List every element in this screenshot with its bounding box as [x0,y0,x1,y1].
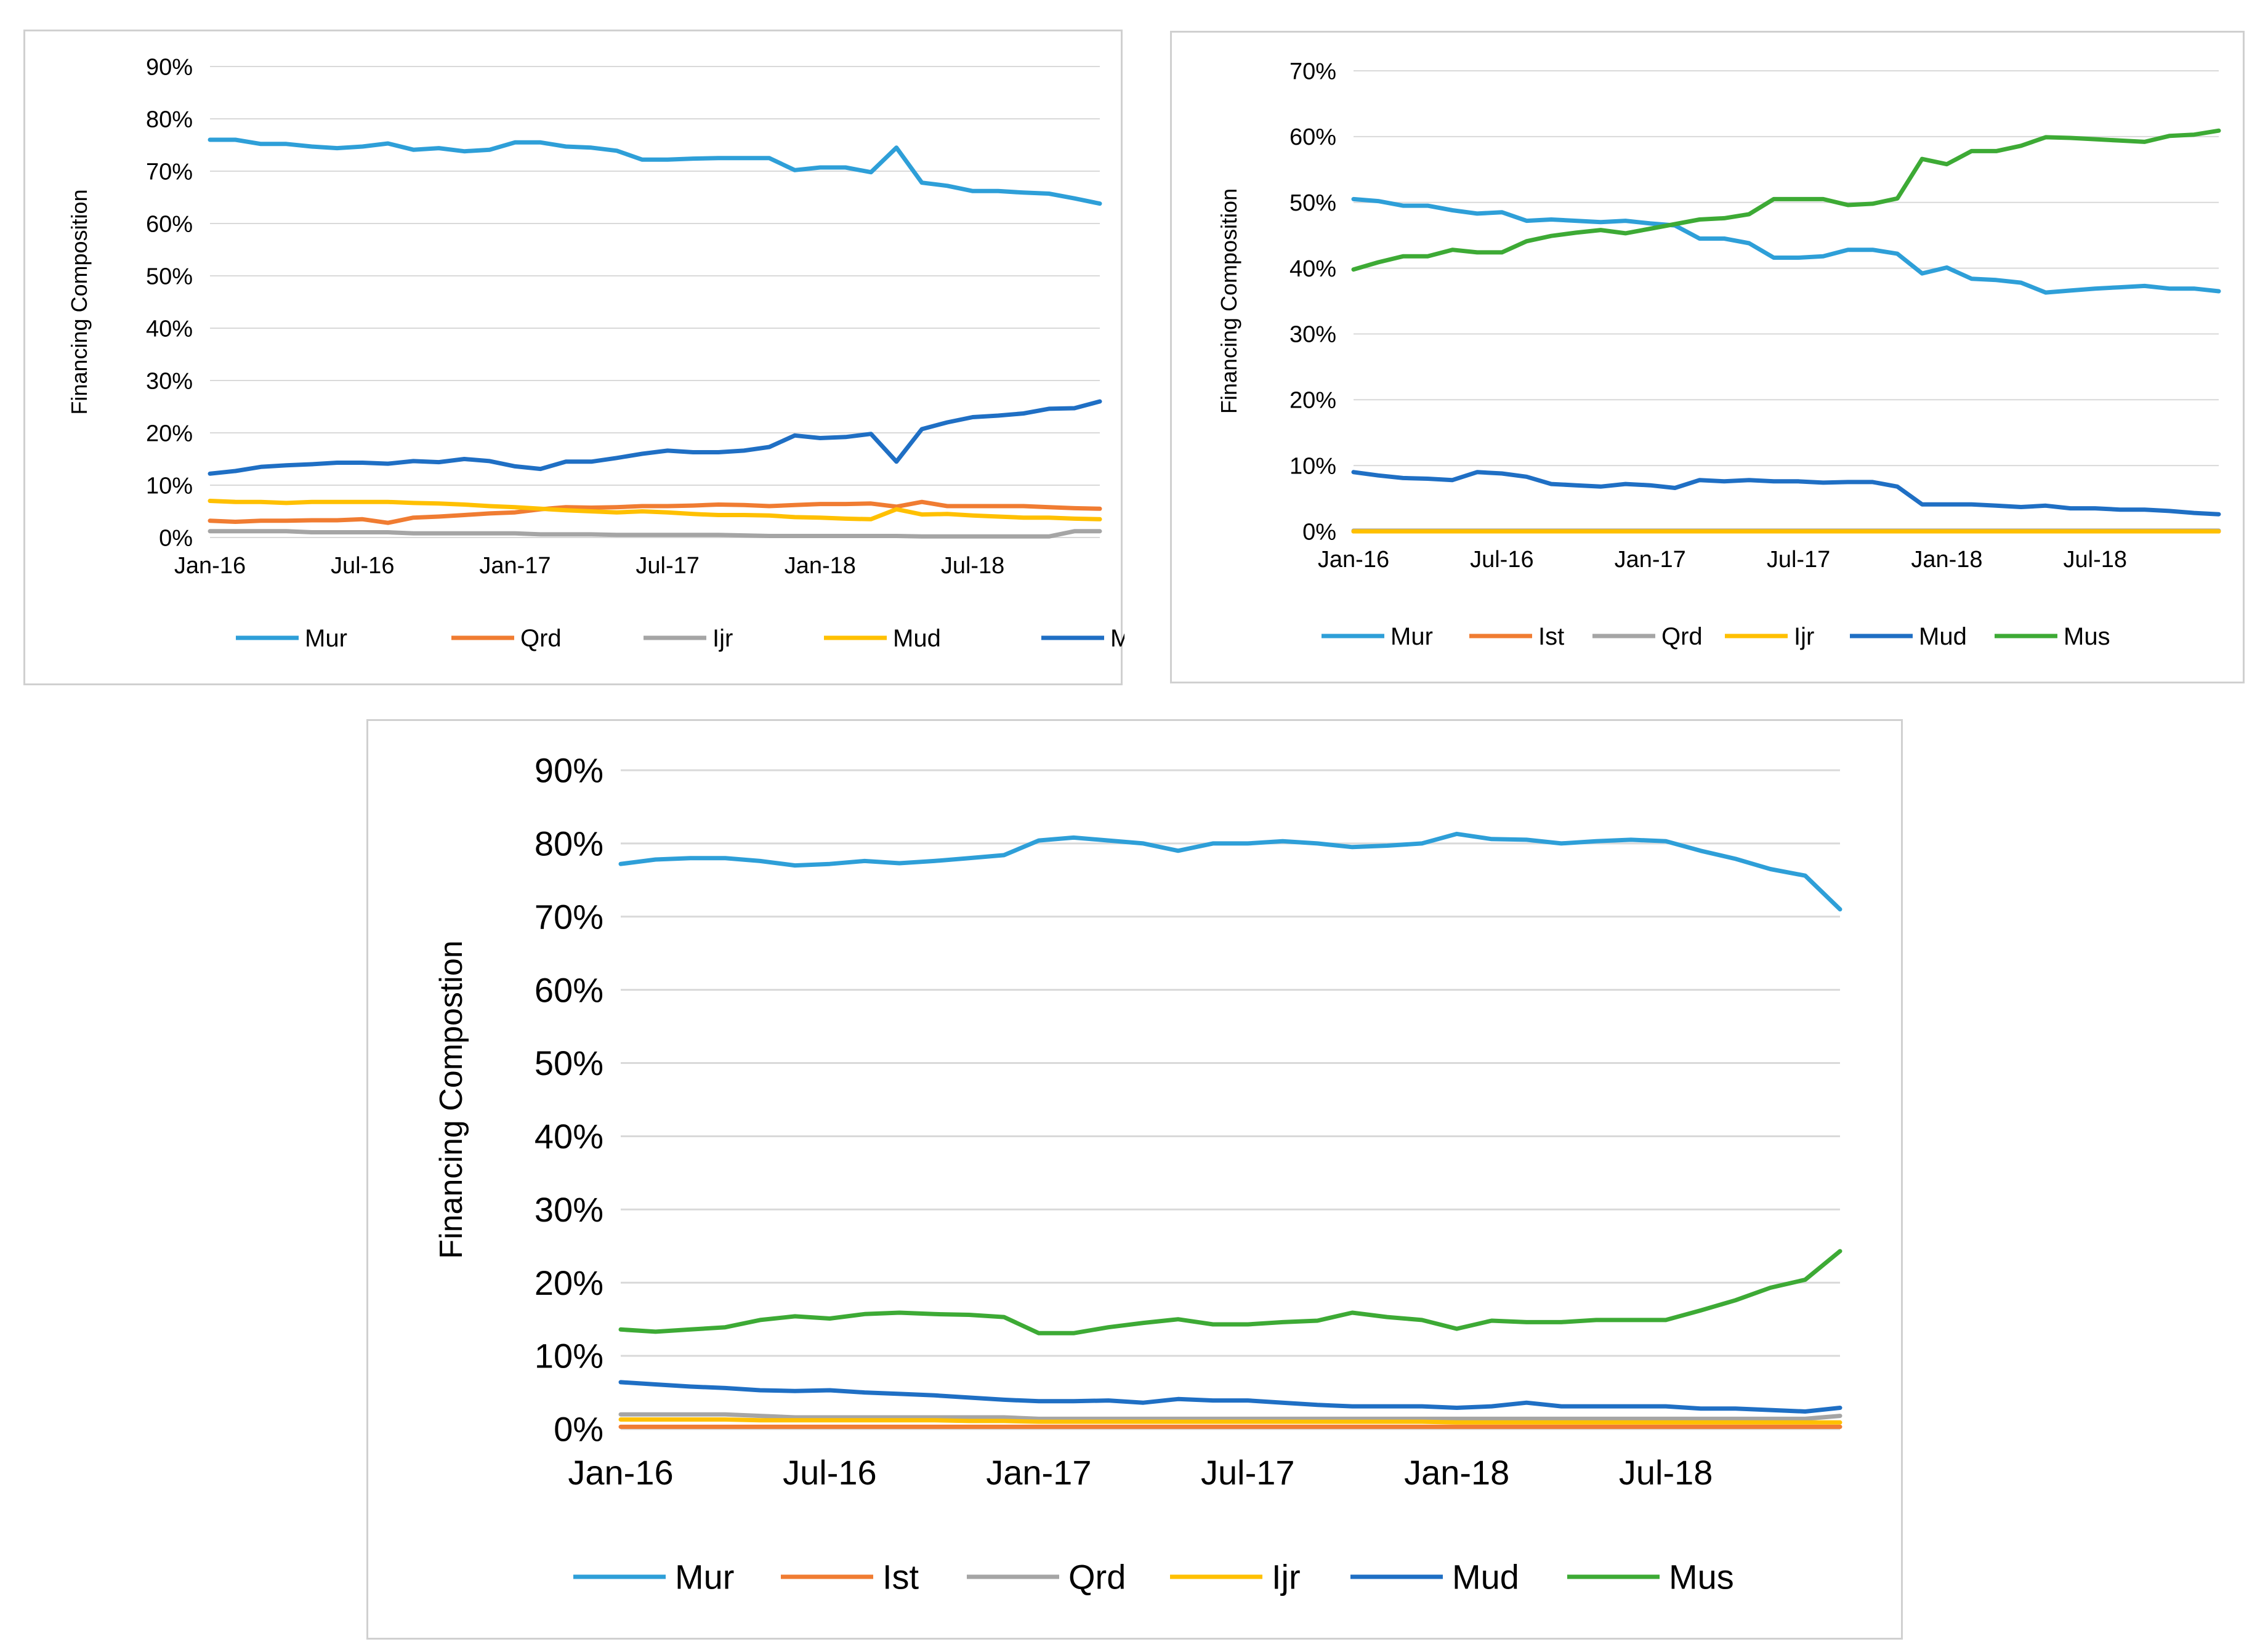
x-tick-label: Jul-18 [941,553,1005,579]
x-tick-label: Jul-17 [636,553,700,579]
series-line-mur [1351,196,2221,295]
y-tick-label: 10% [535,1337,603,1375]
series-line-mus [1351,128,2221,272]
y-tick-label: 90% [535,751,603,790]
x-tick-label: Jan-16 [568,1453,673,1492]
y-tick-label: 30% [535,1190,603,1229]
x-tick-label: Jul-17 [1767,547,1831,573]
y-tick-label: 60% [146,211,193,237]
x-tick-label: Jan-16 [174,553,246,579]
legend-label: Mus [1669,1558,1734,1597]
x-tick-label: Jan-18 [785,553,856,579]
legend-label: Ist [882,1558,919,1597]
legend-label: Qrd [1661,623,1703,650]
series-line-mud [208,499,1102,521]
y-tick-label: 50% [535,1044,603,1082]
chart-panel-top-left: 0% 10% 20% 30% 40% 50% 60% 70% 80% 90% Jan-16 Jul-1… [23,30,1124,685]
y-tick-label: 10% [1289,453,1336,479]
line-chart-2: 0% 10% 20% 30% 40% 50% 60% 70% 80% 90% Jan-16 Jul-1… [434,751,1842,1597]
chart-panel-bottom: 0% 10% 20% 30% 40% 50% 60% 70% 80% 90% Jan-16 Jul-1… [366,719,1903,1640]
y-tick-label: 60% [535,970,603,1009]
y-tick-label: 80% [535,824,603,863]
legend-label: Mur [1390,623,1433,650]
y-axis-title: Financing Composition [1216,188,1241,414]
y-tick-label: 40% [535,1117,603,1156]
line-chart-0: 0% 10% 20% 30% 40% 50% 60% 70% 80% 90% Jan-16 Jul-1… [67,54,1124,652]
x-tick-label: Jul-18 [1619,1453,1713,1492]
y-tick-label: 20% [535,1263,603,1302]
series-line-qrd [208,499,1102,525]
legend-label: Ijr [1272,1558,1301,1597]
x-tick-label: Jan-16 [1318,547,1389,573]
chart-panel-top-right: 0% 10% 20% 30% 40% 50% 60% 70% Jan-16 Jul-16 Jan-1… [1170,31,2245,683]
series-line-mus [618,1249,1842,1335]
y-tick-label: 70% [1289,58,1336,84]
y-tick-label: 60% [1289,124,1336,150]
legend-label: Mud [1452,1558,1519,1597]
x-tick-label: Jul-16 [783,1453,877,1492]
x-tick-label: Jan-17 [479,553,551,579]
x-tick-label: Jul-16 [331,553,395,579]
y-tick-label: 50% [1289,190,1336,216]
legend-label: Mud [893,625,941,652]
series-line-qrd [618,1412,1842,1421]
x-tick-label: Jul-16 [1470,547,1534,573]
series-line-ijr [618,1417,1842,1425]
legend-label: Mus [1110,625,1124,652]
series-line-mur [208,137,1102,206]
series-line-ijr [208,529,1102,539]
line-chart-1: 0% 10% 20% 30% 40% 50% 60% 70% Jan-16 Jul-16 Jan-1… [1216,58,2221,650]
x-tick-label: Jan-17 [1615,547,1686,573]
x-tick-label: Jan-18 [1911,547,1982,573]
y-tick-label: 80% [146,107,193,132]
x-tick-label: Jul-17 [1201,1453,1295,1492]
legend-label: Mud [1919,623,1967,650]
y-tick-label: 20% [146,421,193,446]
y-tick-label: 70% [146,159,193,185]
y-tick-label: 70% [535,897,603,936]
y-tick-label: 40% [1289,256,1336,282]
y-tick-label: 90% [146,54,193,80]
y-tick-label: 10% [146,473,193,499]
y-axis-title: Financing Compostion [434,940,469,1258]
legend-label: Qrd [520,625,562,652]
x-tick-label: Jan-18 [1404,1453,1509,1492]
y-tick-label: 0% [1302,519,1336,545]
series-line-mud [1351,470,2221,517]
y-tick-label: 40% [146,316,193,342]
legend-label: Mur [675,1558,734,1597]
y-tick-label: 0% [159,525,193,551]
y-tick-label: 30% [146,368,193,394]
y-tick-label: 50% [146,264,193,289]
legend-label: Qrd [1068,1558,1126,1597]
y-axis-title: Financing Composition [67,189,92,414]
series-line-mur [618,831,1842,912]
legend-label: Mus [2064,623,2110,650]
legend-label: Ijr [712,625,733,652]
series-line-mud [618,1380,1842,1414]
legend-label: Ist [1538,623,1564,650]
series-line-mus [208,399,1102,476]
legend-label: Ijr [1794,623,1814,650]
legend-label: Mur [305,625,347,652]
y-tick-label: 20% [1289,388,1336,414]
x-tick-label: Jan-17 [986,1453,1091,1492]
y-tick-label: 0% [554,1410,603,1449]
x-tick-label: Jul-18 [2064,547,2128,573]
y-tick-label: 30% [1289,322,1336,348]
